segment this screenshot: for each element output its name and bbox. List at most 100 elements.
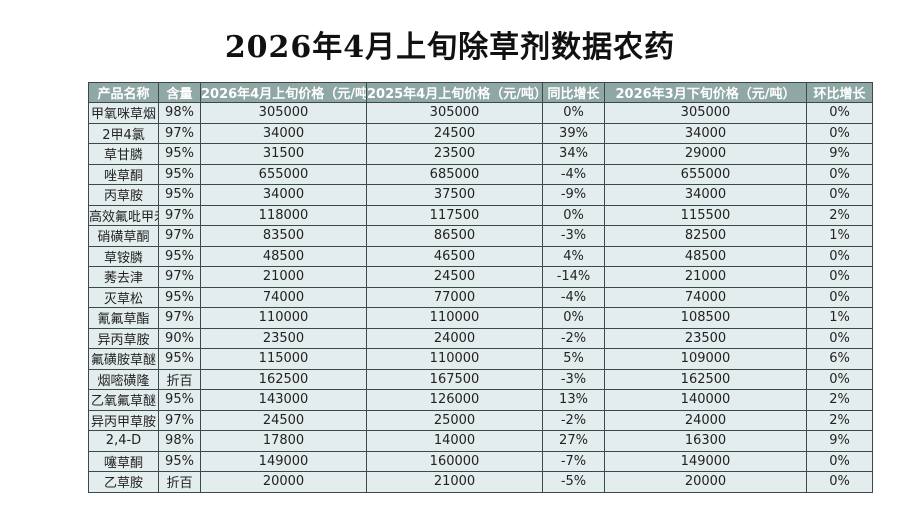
- table-cell: 98%: [158, 102, 201, 124]
- table-cell: 6%: [806, 348, 873, 370]
- table-cell: 2%: [806, 389, 873, 411]
- table-cell: 110000: [366, 307, 543, 329]
- table-cell: 149000: [604, 450, 807, 472]
- table-cell: 48500: [200, 245, 367, 267]
- table-cell: 27%: [542, 430, 605, 452]
- table-cell: 0%: [542, 102, 605, 124]
- table-cell: 灭草松: [88, 286, 159, 308]
- table-cell: 83500: [200, 225, 367, 247]
- table-cell: 74000: [200, 286, 367, 308]
- table-cell: 异丙草胺: [88, 327, 159, 349]
- table-cell: 氟磺胺草醚: [88, 348, 159, 370]
- table-row: 氰氟草酯 97% 110000 110000 0% 108500 1%: [88, 307, 873, 329]
- table-row: 草甘膦 95% 31500 23500 34% 29000 9%: [88, 143, 873, 165]
- table-cell: 46500: [366, 245, 543, 267]
- table-body: 甲氧咪草烟 98% 305000 305000 0% 305000 0% 2甲4氯 97% 340…: [88, 102, 873, 493]
- table-cell: 143000: [200, 389, 367, 411]
- table-cell: 140000: [604, 389, 807, 411]
- table-cell: -14%: [542, 266, 605, 288]
- table-cell: 86500: [366, 225, 543, 247]
- table-cell: 草甘膦: [88, 143, 159, 165]
- table-cell: 折百: [158, 471, 201, 493]
- table-cell: 97%: [158, 266, 201, 288]
- table-cell: -2%: [542, 327, 605, 349]
- table-cell: 2%: [806, 204, 873, 226]
- table-cell: 氰氟草酯: [88, 307, 159, 329]
- table-cell: 655000: [604, 163, 807, 185]
- table-row: 乙草胺 折百 20000 21000 -5% 20000 0%: [88, 471, 873, 493]
- table-cell: 乙草胺: [88, 471, 159, 493]
- table-cell: 115500: [604, 204, 807, 226]
- table-cell: 异丙甲草胺: [88, 409, 159, 431]
- table-cell: 23500: [366, 143, 543, 165]
- table-cell: 0%: [806, 122, 873, 144]
- table-cell: 0%: [806, 471, 873, 493]
- table-cell: 烟嘧磺隆: [88, 368, 159, 390]
- table-cell: 34000: [604, 184, 807, 206]
- table-cell: -9%: [542, 184, 605, 206]
- table-cell: 唑草酮: [88, 163, 159, 185]
- table-cell: -3%: [542, 225, 605, 247]
- table-cell: 97%: [158, 409, 201, 431]
- table-cell: 0%: [806, 450, 873, 472]
- table-cell: 97%: [158, 307, 201, 329]
- table-cell: 24500: [200, 409, 367, 431]
- table-cell: 162500: [604, 368, 807, 390]
- table-cell: 149000: [200, 450, 367, 472]
- table-cell: 110000: [200, 307, 367, 329]
- table-cell: 0%: [806, 102, 873, 124]
- table-cell: 0%: [806, 286, 873, 308]
- table-row: 唑草酮 95% 655000 685000 -4% 655000 0%: [88, 163, 873, 185]
- table-cell: 23500: [200, 327, 367, 349]
- table-cell: 噻草酮: [88, 450, 159, 472]
- table-cell: 折百: [158, 368, 201, 390]
- table-cell: 98%: [158, 430, 201, 452]
- table-cell: 95%: [158, 143, 201, 165]
- table-cell: 108500: [604, 307, 807, 329]
- table-cell: 160000: [366, 450, 543, 472]
- table-cell: -2%: [542, 409, 605, 431]
- table-cell: 48500: [604, 245, 807, 267]
- title: 2026年4月上旬除草剂数据农药: [224, 30, 676, 65]
- table-cell: 17800: [200, 430, 367, 452]
- table-cell: 34%: [542, 143, 605, 165]
- table-cell: 1%: [806, 225, 873, 247]
- table-cell: 13%: [542, 389, 605, 411]
- table-cell: 5%: [542, 348, 605, 370]
- table-cell: 1%: [806, 307, 873, 329]
- table-cell: 34000: [200, 122, 367, 144]
- table-row: 烟嘧磺隆 折百 162500 167500 -3% 162500 0%: [88, 368, 873, 390]
- table-row: 氟磺胺草醚 95% 115000 110000 5% 109000 6%: [88, 348, 873, 370]
- table-cell: 97%: [158, 225, 201, 247]
- table-cell: 21000: [604, 266, 807, 288]
- table-cell: 685000: [366, 163, 543, 185]
- table-row: 异丙甲草胺 97% 24500 25000 -2% 24000 2%: [88, 409, 873, 431]
- table-cell: -7%: [542, 450, 605, 472]
- table-cell: 74000: [604, 286, 807, 308]
- table-row: 异丙草胺 90% 23500 24000 -2% 23500 0%: [88, 327, 873, 349]
- table-cell: 0%: [806, 266, 873, 288]
- table-cell: 34000: [604, 122, 807, 144]
- table-cell: 草铵膦: [88, 245, 159, 267]
- table-row: 莠去津 97% 21000 24500 -14% 21000 0%: [88, 266, 873, 288]
- table-cell: 77000: [366, 286, 543, 308]
- column-header: 产品名称: [88, 82, 159, 103]
- table-cell: 甲氧咪草烟: [88, 102, 159, 124]
- table-cell: 20000: [604, 471, 807, 493]
- table-cell: 95%: [158, 389, 201, 411]
- table-cell: 167500: [366, 368, 543, 390]
- table-row: 2,4-D 98% 17800 14000 27% 16300 9%: [88, 430, 873, 452]
- table-row: 甲氧咪草烟 98% 305000 305000 0% 305000 0%: [88, 102, 873, 124]
- table-cell: 24500: [366, 266, 543, 288]
- table-cell: 2,4-D: [88, 430, 159, 452]
- table-cell: 29000: [604, 143, 807, 165]
- table-cell: 95%: [158, 450, 201, 472]
- table-cell: 110000: [366, 348, 543, 370]
- table-cell: 95%: [158, 245, 201, 267]
- table-cell: 95%: [158, 348, 201, 370]
- table-cell: 305000: [604, 102, 807, 124]
- table-cell: -4%: [542, 286, 605, 308]
- table-cell: 305000: [366, 102, 543, 124]
